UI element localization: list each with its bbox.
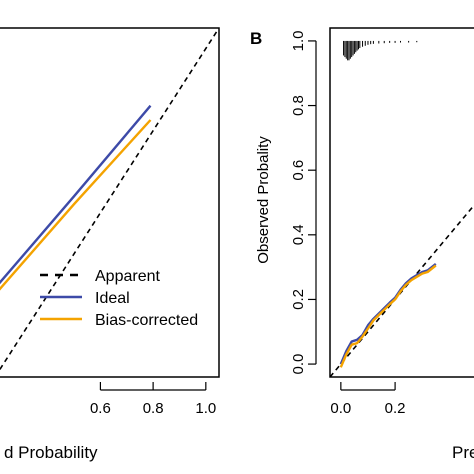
panel-a-x-tick-label: 0.6	[90, 400, 111, 417]
panel-a-x-tick-label: 0.8	[143, 400, 164, 417]
panel-a-series-ideal	[0, 104, 152, 285]
panel-a-legend: Apparent Ideal Bias-corrected	[40, 268, 198, 329]
panel-a-series-apparent	[0, 28, 219, 371]
panel-b-y-tick-label: 0.6	[290, 160, 307, 181]
panel-b-y-tick-label: 0.0	[290, 354, 307, 375]
panel-b-series	[330, 204, 474, 377]
panel-a-x-tick-label: 1.0	[195, 400, 216, 417]
panel-a: 0.6 0.8 1.0 Apparent Ideal Bias-corrected d …	[0, 27, 220, 462]
panel-a-series-bias-corrected	[0, 119, 152, 291]
panel-b: B 0.0 0.2 0.0 0.2 0.4 0.6 0.8 1.0 Observed Prob…	[250, 27, 474, 462]
panel-b-plot-frame	[329, 27, 474, 378]
panel-b-label: B	[250, 29, 262, 48]
panel-b-y-axis-label: Observed Probality	[255, 136, 272, 264]
panel-a-ticks: 0.6 0.8 1.0	[90, 382, 216, 417]
panel-a-x-axis-label: d Probability	[4, 443, 98, 462]
panel-b-y-tick-label: 0.4	[290, 224, 307, 245]
panel-b-series-apparent	[330, 204, 474, 377]
legend-label-ideal: Ideal	[95, 290, 130, 307]
legend-label-bias-corrected: Bias-corrected	[95, 312, 198, 329]
panel-b-ticks: 0.0 0.2 0.0 0.2 0.4 0.6 0.8 1.0	[290, 30, 406, 417]
panel-b-y-tick-label: 1.0	[290, 30, 307, 51]
panel-b-x-tick-label: 0.0	[330, 400, 351, 417]
panel-b-series-bias-corrected	[339, 264, 437, 368]
panel-b-y-tick-label: 0.2	[290, 289, 307, 310]
panel-b-rug	[343, 40, 418, 61]
panel-a-plot-frame	[0, 27, 220, 378]
panel-a-series	[0, 28, 219, 371]
panel-b-y-tick-label: 0.8	[290, 95, 307, 116]
panel-b-x-axis-label: Pre	[452, 443, 474, 462]
legend-label-apparent: Apparent	[95, 268, 160, 285]
panel-b-series-ideal	[339, 262, 437, 365]
panel-b-x-tick-label: 0.2	[385, 400, 406, 417]
